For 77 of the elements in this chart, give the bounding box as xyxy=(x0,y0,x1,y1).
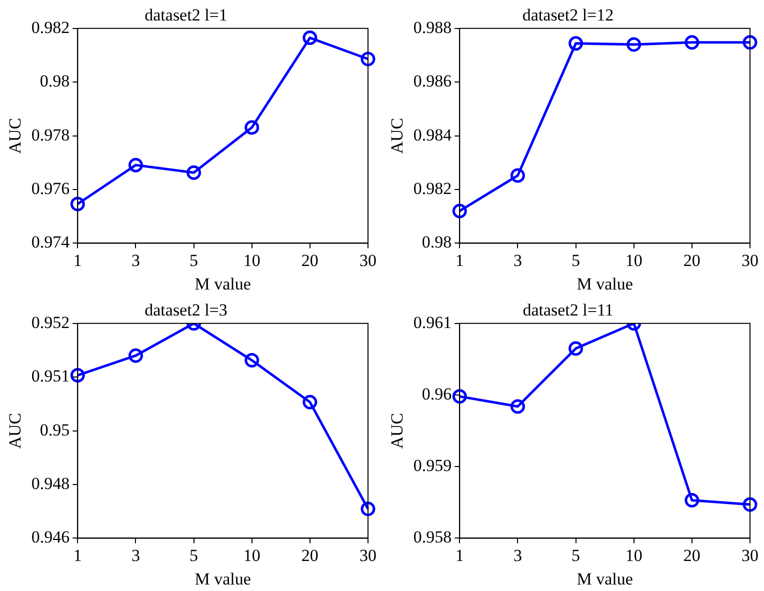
x-tick-label: 10 xyxy=(243,546,260,565)
x-tick-label: 1 xyxy=(455,250,464,270)
x-tick-label: 3 xyxy=(131,546,140,565)
point xyxy=(510,399,525,414)
x-tick-label: 5 xyxy=(190,250,198,270)
y-tick-label: 0.986 xyxy=(413,72,452,91)
point xyxy=(244,353,260,368)
x-tick-label: 5 xyxy=(572,546,580,565)
point xyxy=(626,37,642,52)
y-tick-label: 0.982 xyxy=(413,178,452,198)
point xyxy=(360,502,376,516)
x-tick-label: 3 xyxy=(513,250,522,270)
y-tick-label: 0.948 xyxy=(31,474,70,493)
y-tick-label: 0.959 xyxy=(413,456,452,476)
x-tick-label: 1 xyxy=(455,546,464,565)
x-tick-label: 10 xyxy=(243,250,260,270)
x-tick-label: 3 xyxy=(131,250,140,270)
x-axis-title: M value xyxy=(576,274,633,294)
chart-title: dataset2 l=11 xyxy=(522,300,614,320)
point xyxy=(742,497,758,512)
x-axis-title: M value xyxy=(576,569,633,588)
point xyxy=(684,493,700,508)
x-tick-label: 5 xyxy=(572,250,580,270)
point xyxy=(128,348,143,363)
x-tick-label: 20 xyxy=(683,250,700,270)
point xyxy=(360,52,376,66)
y-tick-label: 0.976 xyxy=(31,178,70,198)
chart-title: dataset2 l=3 xyxy=(144,300,228,320)
y-tick-label: 0.961 xyxy=(413,312,452,332)
y-tick-label: 0.946 xyxy=(31,528,70,547)
x-tick-label: 1 xyxy=(73,250,82,270)
y-tick-label: 0.96 xyxy=(422,384,452,404)
point xyxy=(568,36,584,51)
x-tick-label: 30 xyxy=(360,546,376,565)
x-axis-title: M value xyxy=(194,274,251,294)
y-tick-label: 0.982 xyxy=(31,18,70,37)
y-tick-label: 0.978 xyxy=(31,125,70,144)
y-axis-title: AUC xyxy=(388,118,407,154)
point xyxy=(510,168,525,183)
x-tick-label: 30 xyxy=(742,250,758,270)
y-axis-title: AUC xyxy=(6,412,25,449)
x-tick-label: 20 xyxy=(683,546,700,565)
x-tick-label: 3 xyxy=(513,546,522,565)
point xyxy=(452,389,467,404)
y-tick-label: 0.98 xyxy=(40,72,70,91)
chart-title: dataset2 l=1 xyxy=(144,6,228,25)
x-tick-label: 20 xyxy=(301,546,318,565)
y-tick-label: 0.951 xyxy=(31,366,70,386)
x-tick-label: 5 xyxy=(190,546,198,565)
x-tick-label: 30 xyxy=(360,250,376,270)
y-tick-label: 0.98 xyxy=(422,232,452,252)
x-axis-title: M value xyxy=(194,569,251,588)
y-tick-label: 0.95 xyxy=(40,420,70,440)
point xyxy=(244,120,260,135)
y-tick-label: 0.988 xyxy=(413,18,452,37)
x-tick-label: 30 xyxy=(742,546,758,565)
x-tick-label: 10 xyxy=(625,546,642,565)
point xyxy=(128,158,143,172)
point xyxy=(568,341,584,356)
point xyxy=(70,196,85,212)
point xyxy=(742,35,758,50)
point xyxy=(302,30,318,46)
point xyxy=(684,35,700,50)
point xyxy=(186,165,202,180)
y-axis-title: AUC xyxy=(6,118,25,154)
chart-title: dataset2 l=12 xyxy=(522,6,614,25)
point xyxy=(452,204,467,218)
x-tick-label: 10 xyxy=(625,250,642,270)
x-tick-label: 20 xyxy=(301,250,318,270)
y-tick-label: 0.984 xyxy=(413,125,452,144)
y-tick-label: 0.974 xyxy=(31,232,70,252)
x-tick-label: 1 xyxy=(73,546,82,565)
point xyxy=(70,368,85,383)
y-tick-label: 0.958 xyxy=(413,528,452,547)
point xyxy=(302,394,318,410)
y-tick-label: 0.952 xyxy=(31,312,70,332)
y-axis-title: AUC xyxy=(388,412,407,449)
